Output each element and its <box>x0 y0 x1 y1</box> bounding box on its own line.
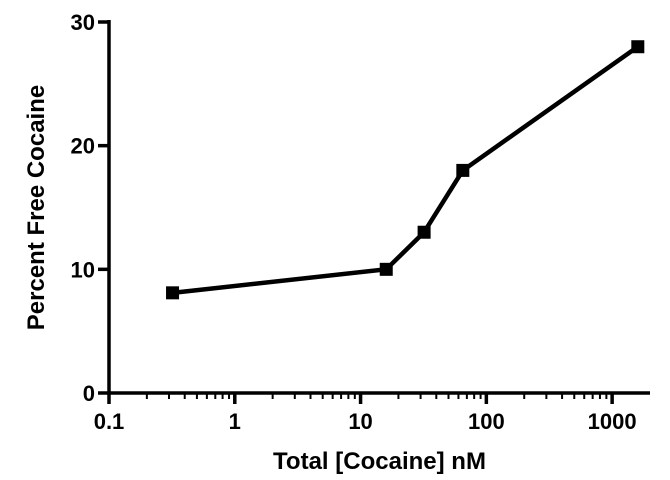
data-point-marker <box>166 286 180 300</box>
plot-area <box>166 40 645 300</box>
series-line <box>172 44 640 296</box>
y-axis-title: Percent Free Cocaine <box>23 85 50 330</box>
x-tick-label: 1 <box>229 409 241 434</box>
x-tick-label: 1000 <box>588 409 637 434</box>
y-tick-label: 0 <box>83 381 95 406</box>
x-axis-title: Total [Cocaine] nM <box>273 448 486 475</box>
data-point-marker <box>379 262 393 276</box>
x-axis-ticks: 0.1 1 10 100 1000 <box>94 393 637 434</box>
x-tick-label: 0.1 <box>94 409 125 434</box>
data-point-marker <box>417 225 431 239</box>
y-axis-ticks: 0 10 20 30 <box>71 10 109 406</box>
x-tick-label: 10 <box>348 409 372 434</box>
axes <box>107 20 650 395</box>
y-tick-label: 10 <box>71 257 95 282</box>
x-tick-label: 100 <box>468 409 505 434</box>
data-point-marker <box>631 40 645 54</box>
data-point-marker <box>456 163 470 177</box>
y-tick-label: 30 <box>71 10 95 35</box>
y-tick-label: 20 <box>71 134 95 159</box>
